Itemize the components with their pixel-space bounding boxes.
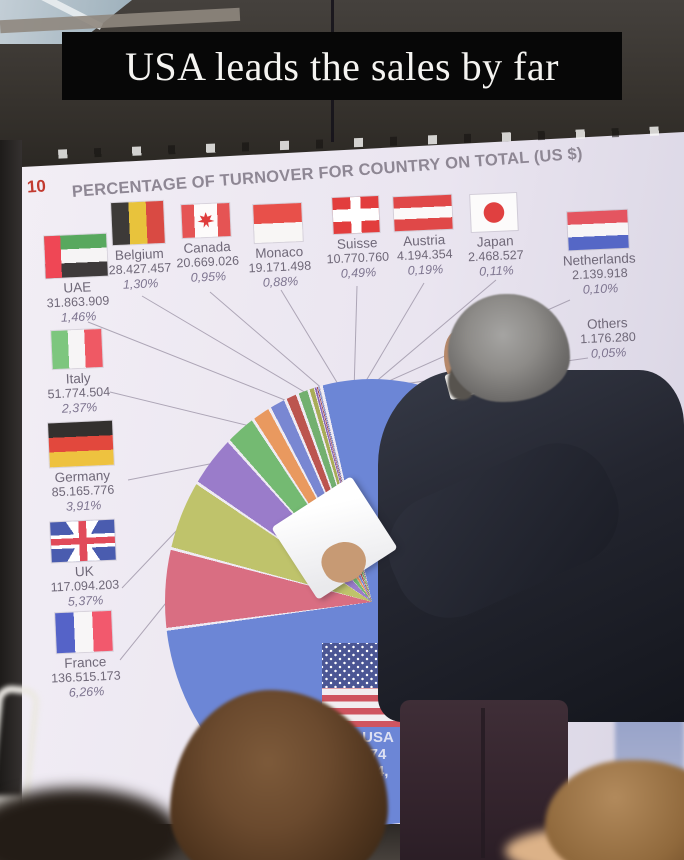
uae-flag-icon <box>44 233 108 279</box>
uk-flag-icon <box>50 519 116 563</box>
france-flag-icon <box>55 610 113 654</box>
usa-label-text: USA <box>362 729 394 746</box>
usa-flag-canton <box>322 643 378 688</box>
country-label-japan: Japan 2.468.527 0,11% <box>438 192 552 282</box>
slide-number: 10 <box>26 176 47 197</box>
caption-bar: USA leads the sales by far <box>62 32 622 100</box>
caption-text: USA leads the sales by far <box>124 43 559 89</box>
italy-flag-icon <box>51 328 103 370</box>
country-label-france: France 136.515.173 6,26% <box>28 610 142 703</box>
country-label-germany: Germany 85.165.776 3,91% <box>25 420 139 517</box>
japan-flag-icon <box>470 193 518 233</box>
country-label-uae: UAE 31.863.909 1,46% <box>20 233 134 328</box>
monaco-flag-icon <box>253 202 303 244</box>
country-label-uk: UK 117.094.203 5,37% <box>27 519 141 612</box>
country-label-netherlands: Netherlands 2.139.918 0,10% <box>539 209 659 300</box>
screen-left-bezel <box>0 140 22 834</box>
country-label-italy: Italy 51.774.504 2,37% <box>21 328 135 419</box>
netherlands-flag-icon <box>567 209 629 251</box>
germany-flag-icon <box>48 420 114 468</box>
